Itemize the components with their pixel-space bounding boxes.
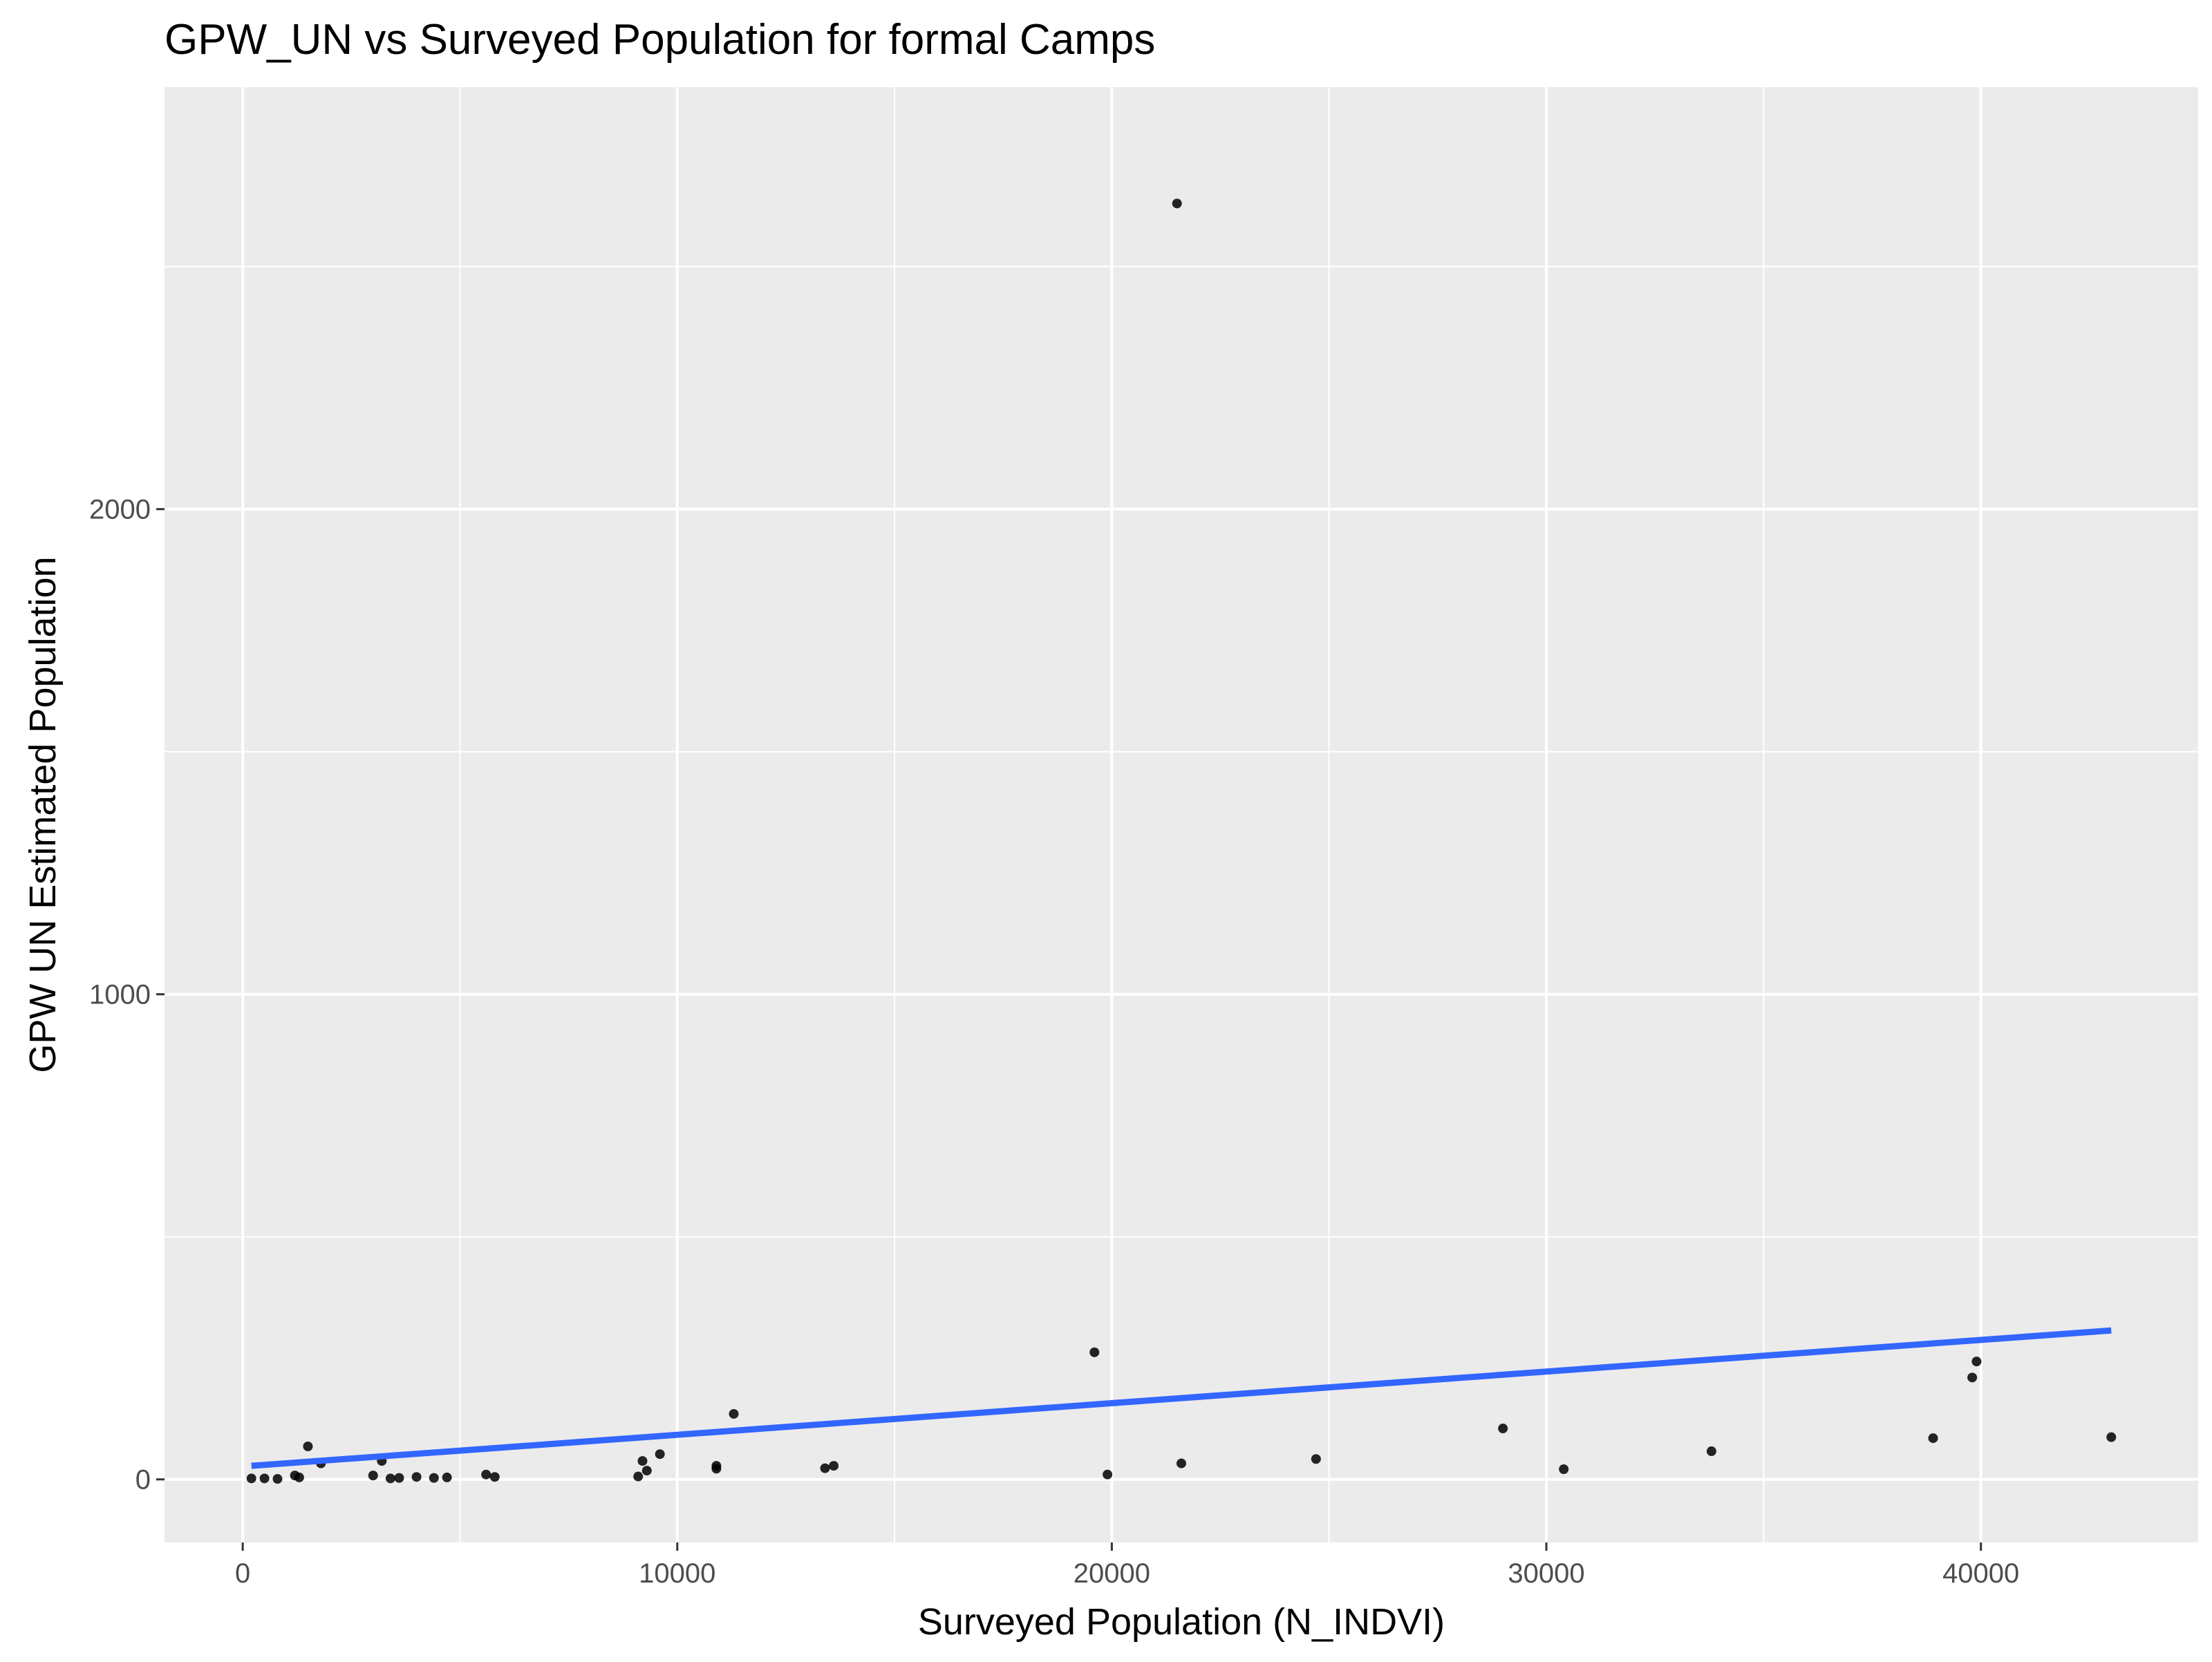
- y-axis-title: GPW UN Estimated Population: [22, 556, 64, 1073]
- data-point: [1177, 1458, 1186, 1469]
- data-point: [729, 1408, 739, 1419]
- data-point: [368, 1471, 378, 1481]
- plot-panel: [165, 87, 2198, 1542]
- trend-line: [251, 1327, 2112, 1469]
- data-point: [1103, 1469, 1113, 1480]
- data-point: [641, 1466, 652, 1476]
- data-point: [829, 1461, 839, 1471]
- data-point: [633, 1471, 644, 1482]
- data-point: [2106, 1432, 2117, 1442]
- data-point: [246, 1473, 256, 1484]
- data-points: [246, 198, 2117, 1484]
- data-point: [394, 1473, 404, 1483]
- data-point: [1706, 1446, 1716, 1457]
- x-tick-label: 10000: [639, 1558, 715, 1589]
- data-point: [411, 1472, 422, 1482]
- y-tick-label: 0: [135, 1465, 151, 1495]
- data-point: [820, 1463, 830, 1473]
- data-point: [481, 1469, 491, 1480]
- data-point: [303, 1442, 313, 1452]
- data-point: [1559, 1464, 1569, 1474]
- y-axis: 0 1000 2000: [89, 495, 165, 1495]
- data-point: [1311, 1454, 1321, 1464]
- trend-line-group: [251, 1327, 2112, 1469]
- data-point: [1498, 1424, 1508, 1434]
- data-point: [442, 1472, 452, 1482]
- data-point: [711, 1464, 722, 1474]
- data-point: [385, 1473, 395, 1484]
- data-point: [294, 1472, 304, 1482]
- data-point: [1928, 1433, 1938, 1444]
- chart-title: GPW_UN vs Surveyed Population for formal…: [165, 16, 1155, 64]
- data-point: [1971, 1357, 1982, 1367]
- data-point: [1967, 1372, 1978, 1383]
- x-tick-label: 30000: [1508, 1558, 1584, 1589]
- data-point: [1089, 1347, 1100, 1357]
- data-point: [637, 1456, 648, 1466]
- data-point: [1172, 198, 1182, 209]
- y-tick-label: 2000: [89, 495, 151, 525]
- data-point: [489, 1472, 500, 1482]
- x-tick-label: 0: [235, 1558, 250, 1589]
- x-tick-label: 40000: [1942, 1558, 2019, 1589]
- data-point: [655, 1449, 665, 1460]
- data-point: [272, 1474, 283, 1484]
- y-tick-label: 1000: [89, 980, 151, 1010]
- data-point: [429, 1473, 439, 1483]
- data-point: [259, 1473, 270, 1484]
- x-axis-title: Surveyed Population (N_INDVI): [918, 1601, 1445, 1643]
- x-axis: 0 10000 20000 30000 40000: [235, 1542, 2019, 1589]
- x-tick-label: 20000: [1074, 1558, 1150, 1589]
- grid-lines: [165, 87, 2198, 1542]
